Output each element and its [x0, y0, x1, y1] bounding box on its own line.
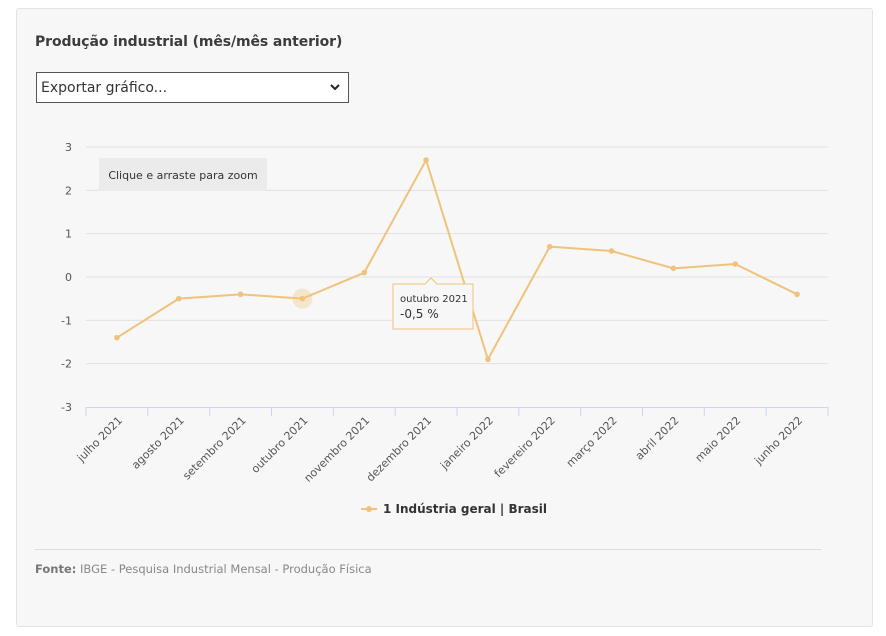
- y-tick-label: -3: [61, 401, 72, 414]
- footer-divider: [35, 549, 821, 550]
- chevron-down-icon: [330, 84, 340, 91]
- x-tick-label: dezembro 2021: [364, 414, 434, 484]
- data-point[interactable]: [237, 291, 244, 298]
- export-chart-select[interactable]: Exportar gráfico...: [36, 72, 349, 103]
- chart-title: Produção industrial (mês/mês anterior): [35, 34, 343, 50]
- data-point[interactable]: [299, 295, 306, 302]
- data-point[interactable]: [546, 243, 553, 250]
- y-tick-label: 1: [65, 228, 72, 241]
- x-tick-label: novembro 2021: [302, 414, 373, 485]
- data-point[interactable]: [423, 157, 429, 163]
- x-tick-label: setembro 2021: [180, 414, 248, 482]
- x-tick-label: julho 2021: [74, 414, 125, 465]
- x-tick-label: abril 2022: [633, 414, 682, 463]
- zoom-hint-box: [99, 158, 267, 191]
- tooltip-value: -0,5 %: [400, 307, 439, 321]
- export-select-value: Exportar gráfico...: [41, 79, 168, 96]
- zoom-hint-text: Clique e arraste para zoom: [108, 169, 257, 182]
- y-tick-label: 3: [65, 141, 72, 154]
- data-point[interactable]: [361, 269, 368, 276]
- source-text: IBGE - Pesquisa Industrial Mensal - Prod…: [80, 562, 372, 576]
- source-label: Fonte:: [35, 562, 77, 576]
- tooltip-box: [392, 277, 474, 330]
- data-point[interactable]: [175, 295, 182, 302]
- x-tick-label: maio 2022: [693, 414, 744, 465]
- data-point[interactable]: [608, 248, 615, 254]
- x-tick-label: agosto 2021: [129, 414, 187, 472]
- legend-marker[interactable]: [366, 506, 372, 512]
- series-line[interactable]: [116, 157, 798, 362]
- data-point[interactable]: [794, 291, 800, 298]
- y-tick-label: 0: [65, 271, 72, 284]
- y-tick-label: -1: [61, 314, 72, 327]
- data-point[interactable]: [485, 356, 491, 363]
- x-tick-label: fevereiro 2022: [492, 414, 558, 480]
- x-tick-label: março 2022: [564, 414, 620, 470]
- y-tick-label: -2: [61, 358, 72, 371]
- x-tick-label: junho 2022: [751, 414, 805, 468]
- y-tick-label: 2: [65, 184, 72, 197]
- x-tick-label: outubro 2021: [249, 414, 311, 476]
- tooltip-label: outubro 2021: [400, 294, 468, 305]
- x-tick-label: janeiro 2022: [437, 414, 496, 473]
- data-point[interactable]: [114, 334, 120, 341]
- data-point[interactable]: [670, 265, 677, 272]
- data-point[interactable]: [732, 261, 739, 267]
- source-note: Fonte: IBGE - Pesquisa Industrial Mensal…: [35, 562, 372, 576]
- legend-label[interactable]: 1 Indústria geral | Brasil: [383, 502, 547, 516]
